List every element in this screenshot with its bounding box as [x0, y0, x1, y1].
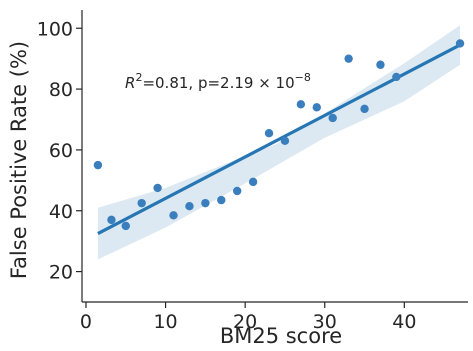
y-tick-label: 40 [49, 201, 73, 223]
data-point [137, 198, 146, 208]
y-tick-label: 20 [49, 262, 73, 284]
data-point [107, 215, 116, 225]
data-point [185, 201, 194, 211]
points-layer [93, 39, 465, 231]
data-point [264, 128, 274, 138]
y-ticks: 20 40 60 80 100 [37, 18, 82, 284]
fit-annotation: R2=0.81, p=2.19 × 10−8 [125, 71, 311, 92]
data-point [376, 60, 385, 69]
data-point [153, 183, 162, 193]
x-tick-label: 20 [233, 311, 257, 333]
x-tick-label: 0 [80, 311, 92, 333]
data-point [93, 160, 103, 170]
x-tick-label: 40 [392, 311, 416, 333]
y-tick-label: 100 [37, 18, 73, 40]
confidence-band-layer [97, 25, 461, 260]
y-tick-label: 60 [49, 140, 73, 162]
data-point [169, 211, 178, 220]
data-point [296, 100, 306, 109]
p-exponent: −8 [295, 71, 311, 84]
data-point [392, 72, 401, 82]
data-point [201, 198, 210, 208]
r2-symbol: R [125, 74, 135, 92]
y-tick-label: 80 [49, 79, 73, 101]
x-axis-title: BM25 score [220, 324, 342, 348]
data-point [232, 186, 242, 196]
x-tick-label: 10 [153, 311, 177, 333]
confidence-band [97, 25, 461, 260]
data-point [328, 113, 337, 123]
r2-text: =0.81, p=2.19 × 10 [142, 74, 294, 92]
data-point [280, 136, 290, 145]
data-point [455, 39, 465, 48]
x-tick-label: 30 [313, 311, 337, 333]
data-point [217, 195, 226, 205]
y-axis-title: False Positive Rate (%) [7, 41, 31, 279]
data-point [248, 177, 258, 187]
data-point [344, 54, 353, 63]
r2-exponent: 2 [135, 71, 142, 84]
x-ticks: 0 10 20 30 40 [80, 302, 416, 333]
data-point [121, 221, 130, 231]
data-point [360, 104, 369, 114]
data-point [312, 103, 321, 112]
